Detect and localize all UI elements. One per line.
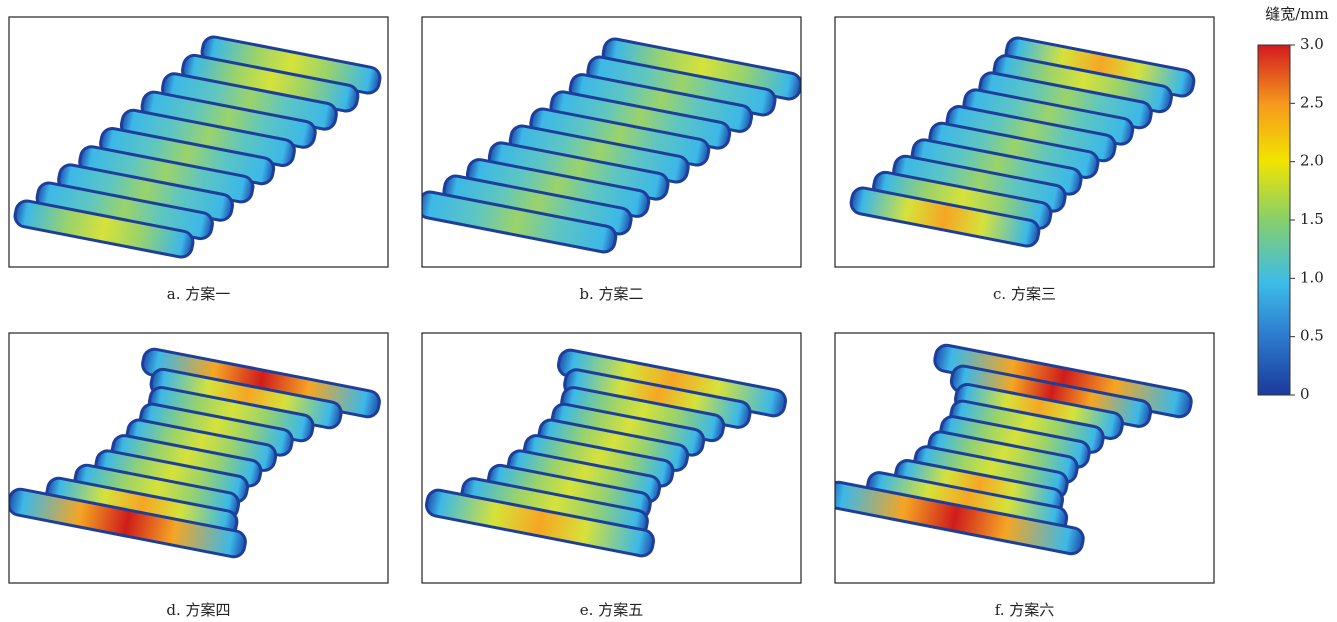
colorbar-tick-label: 2.0 <box>1300 152 1324 170</box>
figure: 缝宽/mm a. 方案一 b. 方案二 c. 方案三 d. 方案四 e. 方案五 f. 方… <box>0 0 1337 622</box>
colorbar-tick-label: 3.0 <box>1300 35 1324 53</box>
colorbar <box>1258 45 1290 395</box>
panel-caption: a. 方案一 <box>167 285 230 303</box>
heatmap-panel <box>9 17 388 267</box>
colorbar-tick-label: 1.5 <box>1300 210 1324 228</box>
colorbar-tick-label: 0.5 <box>1300 327 1324 345</box>
heatmap-panel <box>835 17 1214 267</box>
colorbar-tick-label: 1.0 <box>1300 268 1324 286</box>
colorbar-tick-label: 0 <box>1300 385 1310 403</box>
colorbar-tick-label: 2.5 <box>1300 93 1324 111</box>
heatmap-panel <box>7 333 388 583</box>
heatmap-panel <box>825 333 1214 583</box>
panel-caption: b. 方案二 <box>579 285 643 303</box>
heatmap-panel <box>422 333 801 583</box>
panel-caption: e. 方案五 <box>580 601 643 619</box>
panel-caption: f. 方案六 <box>995 601 1055 619</box>
panel-caption: d. 方案四 <box>166 601 230 619</box>
heatmap-panel <box>416 17 802 267</box>
colorbar-title: 缝宽/mm <box>1265 5 1329 23</box>
panel-caption: c. 方案三 <box>993 285 1056 303</box>
